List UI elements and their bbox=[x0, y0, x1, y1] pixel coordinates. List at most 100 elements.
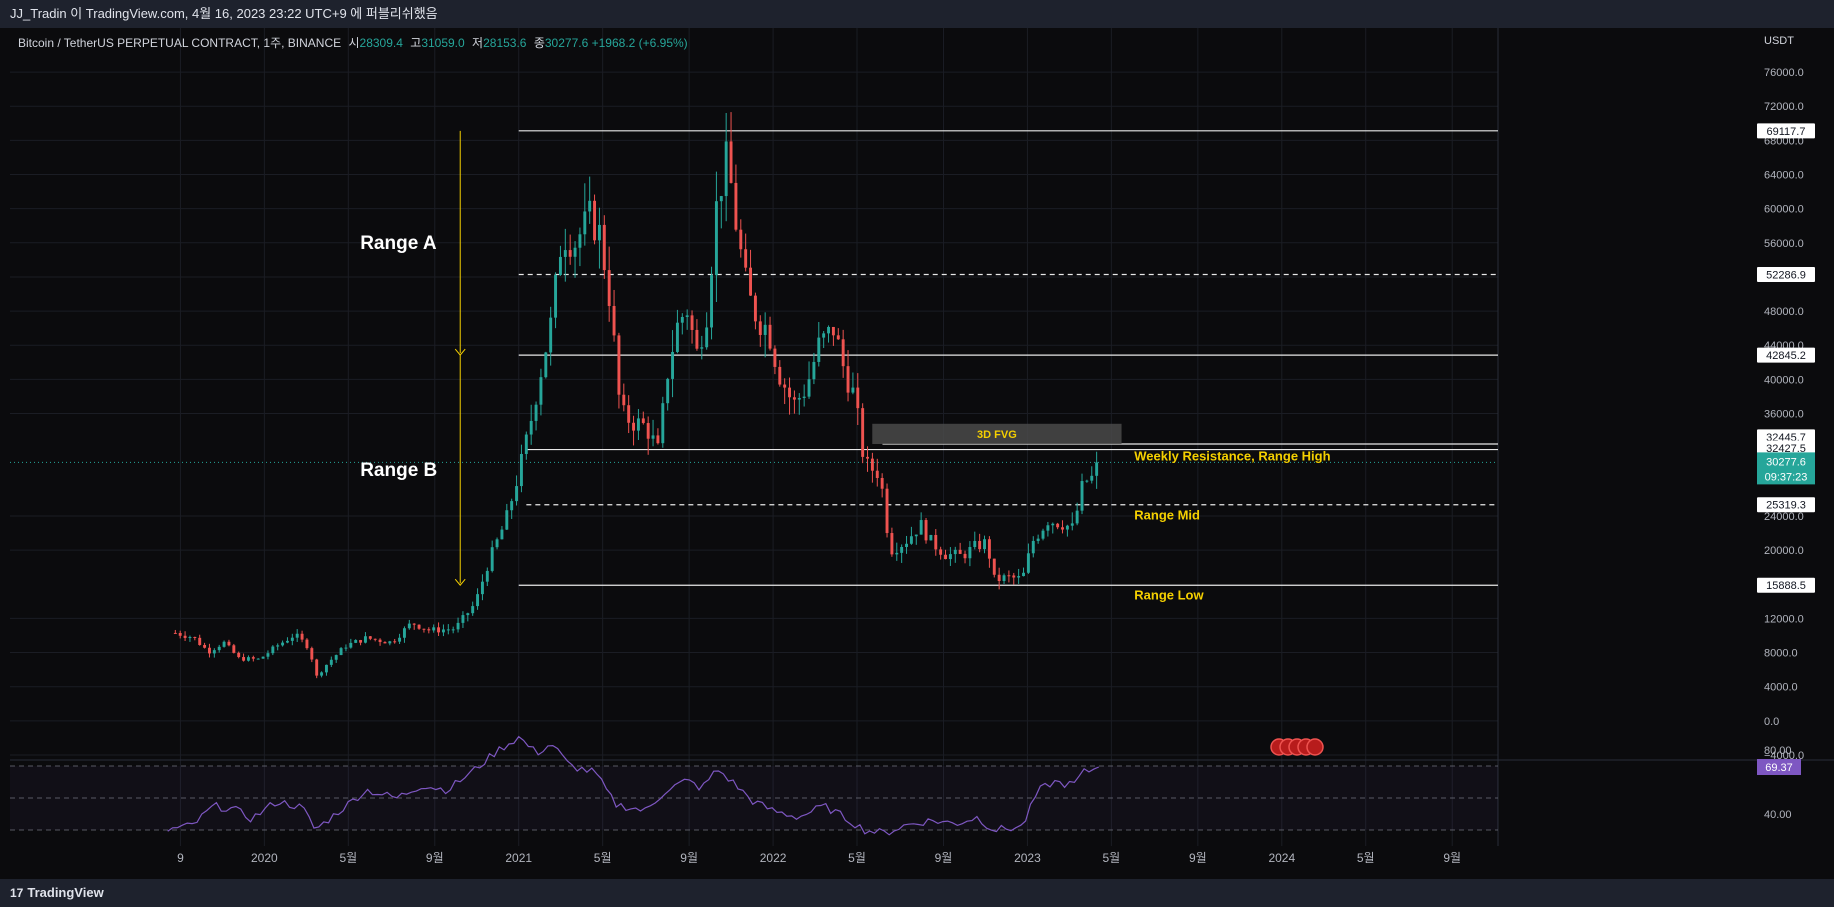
y-tick-label: 64000.0 bbox=[1764, 170, 1804, 182]
candle-body bbox=[1095, 462, 1099, 476]
candle-body bbox=[963, 553, 967, 559]
candle-body bbox=[792, 397, 796, 400]
footer-bar: 17 TradingView bbox=[0, 879, 1834, 907]
candle-body bbox=[456, 622, 460, 630]
candle-body bbox=[602, 224, 606, 271]
candle-body bbox=[300, 633, 304, 640]
x-tick-label: 2024 bbox=[1268, 851, 1295, 865]
y-tick-label: 12000.0 bbox=[1764, 613, 1804, 625]
high-label: 고 bbox=[410, 36, 422, 50]
candle-body bbox=[992, 558, 996, 575]
candle-body bbox=[349, 642, 353, 648]
candle-body bbox=[885, 488, 889, 534]
candle-body bbox=[880, 477, 884, 489]
candle-body bbox=[451, 629, 455, 631]
candle-body bbox=[1046, 525, 1050, 531]
candle-body bbox=[851, 387, 855, 393]
open-label: 시 bbox=[348, 36, 360, 50]
candle-body bbox=[422, 628, 426, 630]
candle-body bbox=[207, 647, 211, 654]
candle-body bbox=[363, 636, 367, 643]
candle-body bbox=[1085, 480, 1089, 482]
close-label: 종 bbox=[533, 36, 545, 50]
candle-body bbox=[812, 361, 816, 380]
candle-body bbox=[251, 657, 255, 659]
candle-body bbox=[593, 200, 597, 241]
candle-body bbox=[636, 418, 640, 431]
x-tick-label: 5월 bbox=[1103, 851, 1121, 865]
candle-body bbox=[285, 640, 289, 643]
candle-body bbox=[1007, 575, 1011, 577]
price-levels bbox=[10, 130, 1498, 586]
candle-body bbox=[480, 581, 484, 595]
y-tick-label: 48000.0 bbox=[1764, 306, 1804, 318]
brand-name: TradingView bbox=[27, 885, 104, 900]
current-price-badge-bg bbox=[1757, 452, 1815, 485]
candle-body bbox=[490, 547, 494, 571]
symbol-legend: Bitcoin / TetherUS PERPETUAL CONTRACT, 1… bbox=[18, 34, 688, 51]
candle-body bbox=[393, 641, 397, 643]
candle-body bbox=[261, 656, 265, 659]
candle-body bbox=[1075, 510, 1079, 524]
candle-body bbox=[831, 326, 835, 336]
candle-body bbox=[666, 378, 670, 404]
candle-body bbox=[1065, 525, 1069, 530]
candle-body bbox=[329, 659, 333, 665]
candle-body bbox=[944, 554, 947, 560]
annotations: Weekly Resistance, Range High Range Mid Ra… bbox=[360, 130, 1331, 603]
rsi-pane bbox=[10, 735, 1498, 836]
candle-body bbox=[675, 322, 679, 352]
candle-body bbox=[217, 646, 221, 651]
y-tick-label: 36000.0 bbox=[1764, 409, 1804, 421]
candle-body bbox=[476, 594, 480, 607]
candle-body bbox=[968, 547, 972, 559]
x-tick-label: 5월 bbox=[339, 851, 357, 865]
close-value: 30277.6 bbox=[544, 36, 589, 50]
candle-body bbox=[510, 501, 514, 511]
event-flags[interactable] bbox=[1270, 738, 1324, 756]
candle-body bbox=[1051, 523, 1055, 526]
candle-body bbox=[573, 247, 577, 257]
x-tick-label: 9월 bbox=[1189, 851, 1207, 865]
candle-body bbox=[783, 384, 787, 388]
candle-body bbox=[846, 366, 850, 393]
candle-body bbox=[388, 641, 392, 644]
y-tick-label: 0.0 bbox=[1764, 716, 1779, 728]
candle-body bbox=[558, 256, 562, 276]
bar-countdown: 09:37:23 bbox=[1765, 471, 1808, 483]
candle-body bbox=[305, 639, 309, 649]
candle-body bbox=[183, 635, 187, 638]
candle-body bbox=[295, 633, 299, 638]
candle-body bbox=[929, 534, 933, 541]
candle-body bbox=[1036, 538, 1040, 541]
y-tick-label: 68000.0 bbox=[1764, 135, 1804, 147]
candle-body bbox=[788, 387, 792, 398]
candle-body bbox=[412, 623, 416, 625]
price-badges: 69117.752286.942845.232445.732427.531780… bbox=[1757, 123, 1815, 776]
change-value: +1968.2 (+6.95%) bbox=[591, 36, 688, 50]
x-tick-label: 9월 bbox=[426, 851, 444, 865]
candle-body bbox=[710, 275, 714, 328]
candle-body bbox=[744, 249, 748, 268]
candle-body bbox=[656, 435, 660, 444]
candle-body bbox=[758, 321, 762, 335]
price-level-badge: 32427.5 bbox=[1766, 443, 1806, 455]
candle-body bbox=[778, 366, 782, 385]
tradingview-logo[interactable]: 17 TradingView bbox=[10, 879, 104, 907]
candle-body bbox=[437, 627, 441, 633]
candle-body bbox=[909, 536, 913, 544]
candle-body bbox=[407, 623, 411, 629]
candle-body bbox=[934, 534, 938, 550]
candle-body bbox=[237, 652, 241, 658]
open-value: 28309.4 bbox=[359, 36, 403, 50]
candle-body bbox=[320, 672, 324, 676]
candle-body bbox=[924, 520, 928, 541]
candle-body bbox=[953, 549, 957, 555]
candle-body bbox=[948, 554, 952, 560]
candle-body bbox=[554, 275, 558, 318]
y-tick-label: 76000.0 bbox=[1764, 67, 1804, 79]
candle-body bbox=[597, 224, 601, 241]
candle-body bbox=[281, 642, 285, 646]
candle-body bbox=[700, 347, 704, 349]
